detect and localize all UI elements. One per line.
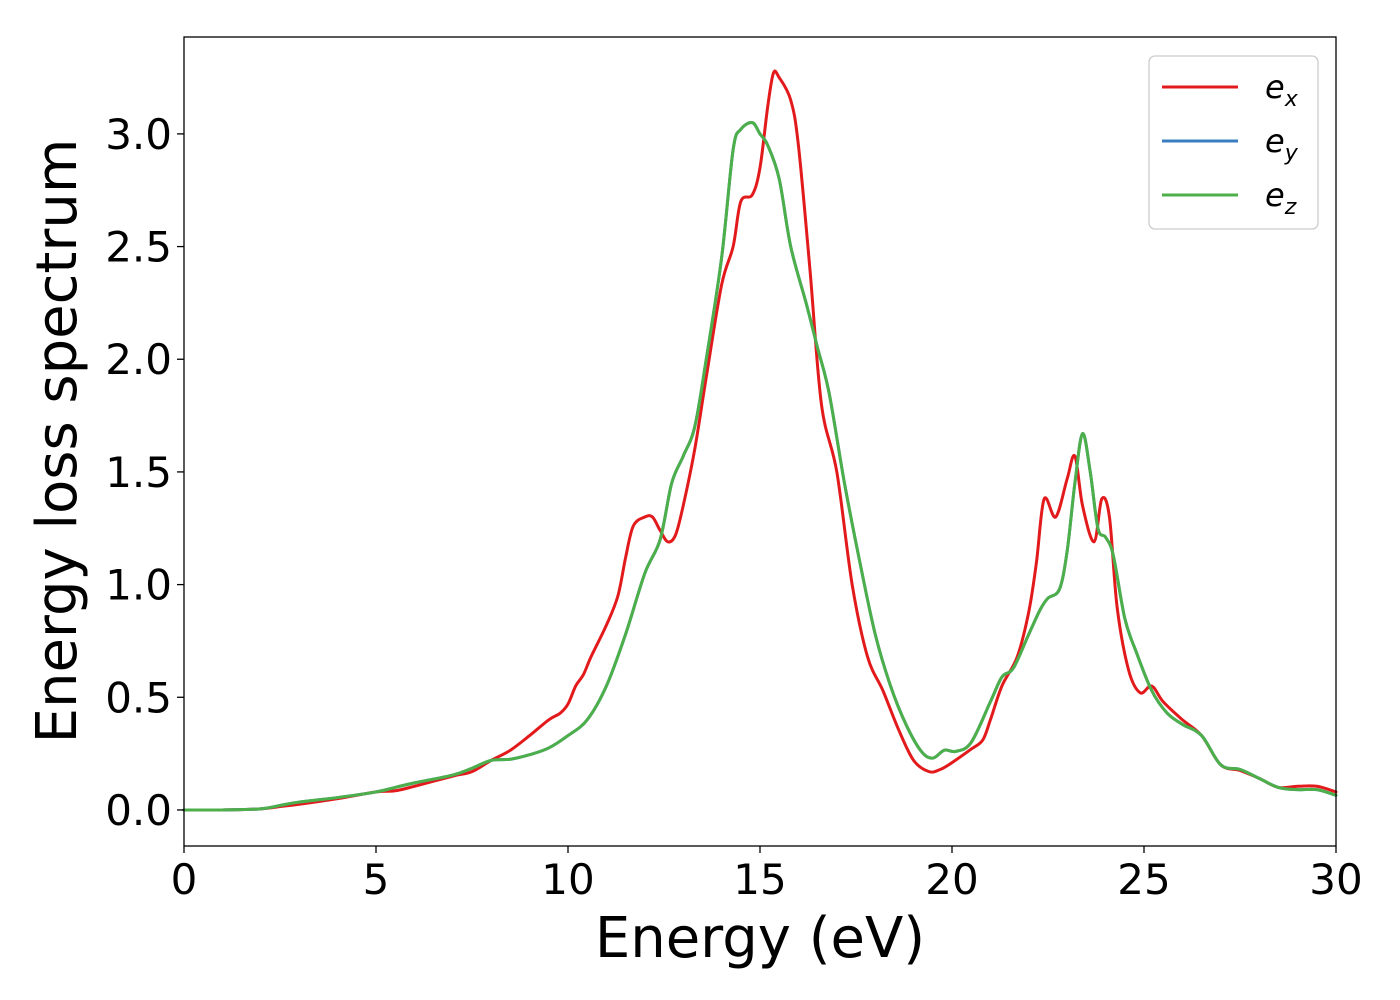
- series-layer: [182, 69, 1338, 812]
- legend-label-z: ez: [1265, 176, 1297, 220]
- x-axis: 0 5 10 15 20 25 30: [171, 846, 1363, 904]
- y-tick-label: 3.0: [105, 110, 172, 159]
- legend-label-y: ey: [1265, 122, 1299, 166]
- legend-label-x: ex: [1265, 68, 1299, 112]
- x-tick-label: 10: [541, 855, 594, 904]
- x-axis-title: Energy (eV): [595, 906, 925, 971]
- x-tick-label: 0: [171, 855, 198, 904]
- y-tick-label: 0.5: [105, 673, 172, 722]
- series-line-z: [182, 121, 1338, 812]
- x-tick-label: 20: [925, 855, 978, 904]
- x-tick-label: 25: [1117, 855, 1170, 904]
- y-tick-label: 0.0: [105, 786, 172, 835]
- x-tick-label: 5: [363, 855, 390, 904]
- y-tick-label: 2.0: [105, 335, 172, 384]
- legend: ex ey ez: [1148, 55, 1319, 230]
- x-tick-label: 30: [1309, 855, 1362, 904]
- y-tick-label: 1.5: [105, 448, 172, 497]
- y-axis: 0.0 0.5 1.0 1.5 2.0 2.5 3.0: [105, 110, 184, 835]
- x-tick-label: 15: [733, 855, 786, 904]
- y-tick-label: 1.0: [105, 561, 172, 610]
- y-tick-label: 2.5: [105, 223, 172, 272]
- y-axis-title: Energy loss spectrum: [25, 139, 90, 744]
